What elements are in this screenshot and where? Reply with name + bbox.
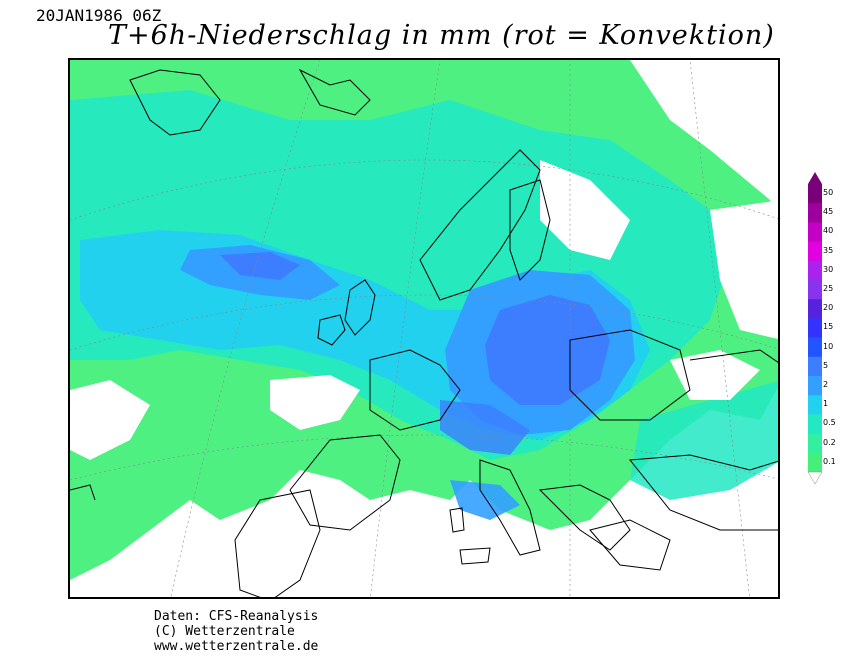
legend-label: 35 bbox=[823, 245, 834, 255]
legend-arrow-top bbox=[808, 172, 822, 184]
legend-swatch bbox=[808, 395, 822, 415]
legend-label: 0.5 bbox=[823, 418, 836, 428]
legend-swatch bbox=[808, 414, 822, 435]
legend-label: 10 bbox=[823, 341, 834, 351]
legend-swatch bbox=[808, 222, 822, 243]
legend-label: 1 bbox=[823, 399, 829, 409]
precipitation-map[interactable] bbox=[68, 58, 780, 599]
legend-label: 20 bbox=[823, 303, 834, 313]
legend-swatch bbox=[808, 260, 822, 281]
legend-swatch bbox=[808, 299, 822, 319]
credits-copyright: (C) Wetterzentrale bbox=[154, 624, 295, 639]
legend-label: 25 bbox=[823, 284, 834, 293]
legend-label: 0.2 bbox=[823, 437, 836, 447]
legend-swatch bbox=[808, 318, 822, 339]
credits-website[interactable]: www.wetterzentrale.de bbox=[154, 639, 319, 654]
precipitation-field bbox=[70, 60, 778, 597]
legend-label: 45 bbox=[823, 207, 834, 217]
legend-swatch bbox=[808, 452, 822, 473]
legend-label: 30 bbox=[823, 264, 834, 274]
legend-swatch bbox=[808, 376, 822, 396]
legend-label: 15 bbox=[823, 322, 834, 332]
legend-label: 2 bbox=[823, 380, 829, 389]
legend-swatch bbox=[808, 184, 822, 204]
legend-swatch bbox=[808, 280, 822, 300]
legend-swatch bbox=[808, 337, 822, 358]
forecast-datetime: 20JAN1986 06Z bbox=[36, 6, 162, 25]
precipitation-legend bbox=[808, 172, 822, 484]
legend-arrow-bottom bbox=[808, 471, 822, 484]
legend-label: 50 bbox=[823, 188, 834, 197]
map-canvas bbox=[70, 60, 778, 597]
legend-swatch bbox=[808, 433, 822, 454]
credits: Daten: CFS-Reanalysis (C) Wetterzentrale… bbox=[154, 609, 318, 654]
legend-label: 0.1 bbox=[823, 456, 836, 466]
coastlines bbox=[70, 68, 778, 597]
legend-label: 5 bbox=[823, 360, 829, 370]
legend-swatch bbox=[808, 203, 822, 223]
map-title: T+6h-Niederschlag in mm (rot = Konvektio… bbox=[108, 20, 775, 51]
legend-swatch bbox=[808, 356, 822, 377]
credits-source: Daten: CFS-Reanalysis bbox=[154, 609, 319, 624]
graticule bbox=[70, 60, 778, 597]
legend-swatch bbox=[808, 241, 822, 262]
legend-label: 40 bbox=[823, 226, 834, 236]
